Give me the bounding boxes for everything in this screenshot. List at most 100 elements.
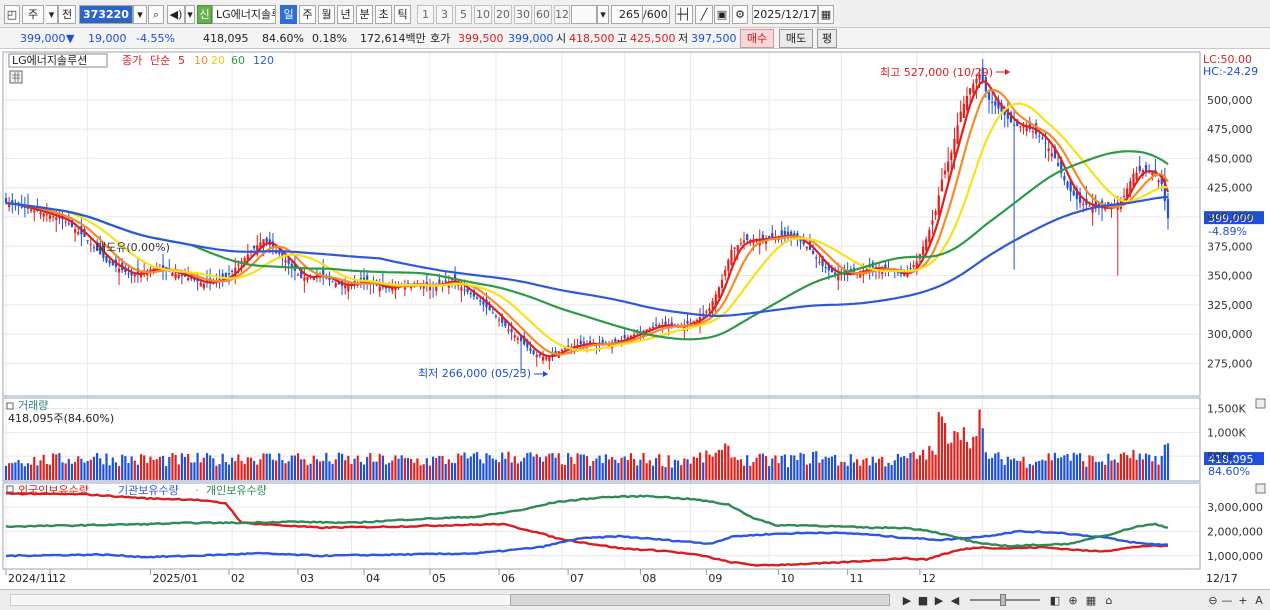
zoom-out-icon[interactable]: ⊖: [1208, 594, 1218, 607]
search-icon[interactable]: ⌕: [148, 5, 164, 24]
volume-bar: [435, 458, 438, 480]
scroll-next-icon[interactable]: ▶: [934, 594, 944, 607]
tab-period-week[interactable]: 주: [299, 5, 316, 24]
volume-bar: [400, 455, 403, 480]
price-tick-label: 450,000: [1207, 152, 1253, 165]
candle-body: [472, 290, 476, 297]
scroll-thumb[interactable]: [510, 594, 890, 606]
prev-button[interactable]: 전: [58, 5, 76, 24]
font-size-icon[interactable]: A: [1255, 594, 1263, 607]
tab-period-year[interactable]: 년: [337, 5, 354, 24]
interval-1[interactable]: 1: [417, 5, 434, 24]
candle-body: [523, 335, 526, 345]
sell-button[interactable]: 매도: [779, 29, 813, 48]
interval-3[interactable]: 3: [436, 5, 453, 24]
date-input[interactable]: 2025/12/17: [752, 5, 818, 24]
scroll-stop-icon[interactable]: ■: [917, 594, 929, 607]
holding-pane-close-icon[interactable]: [1255, 483, 1266, 494]
candle-body: [290, 263, 293, 268]
volume-bar: [300, 459, 303, 480]
volume-bar: [972, 436, 975, 480]
draw-tool-icon[interactable]: ╱: [695, 5, 713, 24]
ma5-line: [5, 80, 1170, 358]
gear-icon[interactable]: ⚙: [732, 5, 748, 24]
volume-bar: [42, 454, 45, 480]
volume-bar: [1160, 455, 1163, 480]
volume-bar: [331, 463, 334, 480]
candle-type-icon[interactable]: ┼┤: [675, 5, 693, 24]
period-main-select[interactable]: 주: [22, 5, 44, 24]
quote-bar: 399,000 ▼ 19,000 -4.55% 418,095 84.60% 0…: [0, 28, 1270, 49]
interval-30[interactable]: 30: [514, 5, 532, 24]
tab-period-month[interactable]: 월: [318, 5, 335, 24]
volume-bar: [428, 465, 432, 480]
scroll-play-icon[interactable]: ▶: [902, 594, 912, 607]
chevron-down-icon[interactable]: ▾: [46, 5, 58, 24]
table-toggle-icon[interactable]: [9, 70, 23, 84]
interval-custom-input[interactable]: [571, 5, 597, 24]
volume-bar: [287, 461, 290, 480]
home-icon[interactable]: ⌂: [1105, 594, 1113, 607]
window-menu-icon[interactable]: ◰: [4, 5, 20, 24]
volume-bar: [356, 455, 359, 480]
volume-bar: [714, 452, 717, 480]
grid-icon[interactable]: ▦: [1085, 594, 1097, 607]
volume-bar: [523, 457, 526, 480]
volume-bar: [1082, 461, 1085, 480]
chart-area[interactable]: 399,000 -4.89% 418,095 84.60% 500,000 475,0…: [0, 49, 1270, 589]
candle-body: [39, 212, 42, 215]
volume-bar: [152, 459, 155, 480]
volume-bar: [95, 453, 99, 480]
volume-bar: [950, 442, 953, 480]
calendar-icon[interactable]: ▦: [818, 5, 834, 24]
volume-bar: [821, 459, 824, 480]
zoom-slider-handle[interactable]: [1000, 594, 1006, 606]
volume-pane-close-icon[interactable]: [1255, 398, 1266, 409]
last-price-label: 399,000: [1208, 212, 1254, 225]
interval-5[interactable]: 5: [455, 5, 472, 24]
volume-bar: [585, 456, 589, 480]
open-label: 시: [556, 32, 567, 45]
code-dropdown-icon[interactable]: ▾: [133, 5, 147, 24]
scroll-prev-icon[interactable]: ◀: [950, 594, 960, 607]
candle-body: [601, 340, 604, 345]
volume-bar: [1025, 467, 1028, 480]
interval-dropdown-icon[interactable]: ▾: [597, 5, 609, 24]
volume-bar: [689, 463, 692, 480]
speaker-icon[interactable]: ◀): [167, 5, 185, 24]
crosshair-icon[interactable]: ⊕: [1068, 594, 1078, 607]
speaker-dropdown-icon[interactable]: ▾: [185, 5, 195, 24]
stock-name-field[interactable]: LG에너지솔루: [212, 5, 276, 24]
eval-button[interactable]: 평: [817, 29, 837, 48]
volume-bar: [149, 456, 152, 480]
candle-body: [1104, 208, 1107, 210]
tab-period-minute[interactable]: 분: [356, 5, 373, 24]
ma120-line: [5, 195, 1169, 317]
volume-bar: [1126, 455, 1129, 480]
volume-bar: [1135, 459, 1138, 480]
plus-icon[interactable]: +: [1238, 594, 1248, 607]
minus-icon[interactable]: —: [1221, 594, 1233, 607]
volume-bar: [20, 463, 23, 480]
volume-bar: [372, 461, 375, 480]
interval-120[interactable]: 120: [554, 5, 570, 24]
save-icon[interactable]: ▣: [714, 5, 730, 24]
candle-body: [717, 287, 721, 298]
holding-settings-icon[interactable]: [6, 485, 14, 493]
tab-period-tick[interactable]: 틱: [394, 5, 411, 24]
tab-period-second[interactable]: 초: [375, 5, 392, 24]
interval-20[interactable]: 20: [494, 5, 512, 24]
interval-60[interactable]: 60: [534, 5, 552, 24]
volume-settings-icon[interactable]: [6, 402, 14, 410]
tab-period-day[interactable]: 일: [280, 5, 297, 24]
volume-bar: [859, 465, 862, 480]
stock-code-input[interactable]: 373220: [79, 5, 133, 24]
volume-bar: [1088, 455, 1091, 480]
candle-body: [450, 278, 454, 281]
candle-body: [108, 260, 111, 264]
count-input[interactable]: 265: [611, 5, 643, 24]
buy-button[interactable]: 매수: [740, 29, 774, 48]
interval-10[interactable]: 10: [474, 5, 492, 24]
layout-icon[interactable]: ◧: [1049, 594, 1061, 607]
